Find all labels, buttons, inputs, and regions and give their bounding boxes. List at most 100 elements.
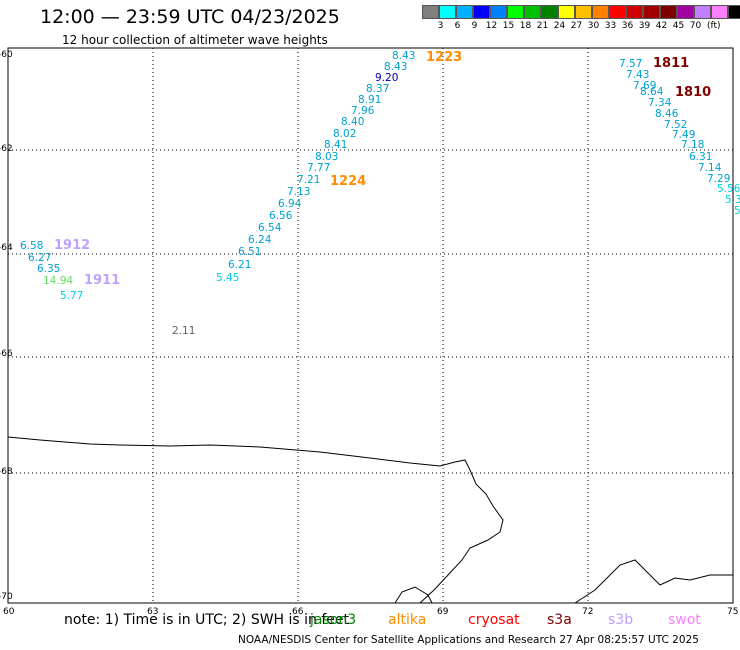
coastline-east [574,559,733,604]
legend-label: 33 [604,21,617,31]
wave-height-value: 6.56 [269,210,293,222]
wave-height-value: 6.94 [278,198,302,210]
legend-swatch [490,5,507,19]
legend-swatch [439,5,456,19]
wave-height-value: 7.57 [619,58,642,70]
legend-swatch [524,5,541,19]
wave-height-value: 6.54 [258,222,282,234]
legend-swatch [626,5,643,19]
lon-label: 69 [437,607,449,617]
legend-label: 21 [536,21,549,31]
legend-swatch [643,5,660,19]
lat-label: -64 [0,243,13,253]
satellite-name-jason3: jason3 [310,612,357,628]
wave-height-value: 7.77 [307,162,330,174]
wave-height-value: 8.40 [341,116,364,128]
legend-label: 45 [672,21,685,31]
satellite-name-s3b: s3b [608,612,634,628]
wave-height-value: 14.94 [43,275,73,287]
wave-height-value: 8.64 [640,86,664,98]
wave-height-value: 7.52 [664,119,687,131]
satellite-name-altika: altika [388,612,427,628]
wave-height-value: 7.34 [648,97,672,109]
legend-swatch [558,5,575,19]
wave-height-value: 7.21 [297,174,320,186]
satellite-name-s3a: s3a [547,612,572,628]
map-title: 12:00 — 23:59 UTC 04/23/2025 [40,6,340,28]
lon-label: 60 [3,607,15,617]
wave-height-value: 5.3 [725,194,740,206]
legend-label: 42 [655,21,668,31]
legend-label: 36 [621,21,634,31]
legend-label: 39 [638,21,651,31]
legend-swatch [541,5,558,19]
legend-swatch [660,5,677,19]
wave-height-value: 9.20 [375,72,398,84]
legend-label: 15 [502,21,515,31]
wave-height-value: 8.91 [358,94,381,106]
wave-height-value: 6.58 [20,240,43,252]
satellite-name-swot: swot [668,612,701,628]
pass-time-label: 1224 [330,174,366,189]
wave-height-value: 7.18 [681,139,704,151]
wave-height-value: 2.11 [172,325,195,337]
wave-height-value: 6.24 [248,234,272,246]
legend-swatch [609,5,626,19]
footer-credit: NOAA/NESDIS Center for Satellite Applica… [238,634,699,646]
legend-label: 24 [553,21,566,31]
wave-height-value: 7.13 [287,186,310,198]
legend-label: 18 [519,21,532,31]
lat-label: -66 [0,349,13,359]
satellite-name-cryosat: cryosat [468,612,520,628]
lat-label: -62 [0,144,13,154]
pass-time-label: 1811 [653,56,689,71]
legend-unit: (ft) [707,21,721,31]
legend-label: 6 [454,21,461,31]
legend-label: 12 [485,21,498,31]
lon-label: 63 [147,607,158,617]
wave-height-value: 8.43 [384,61,407,73]
wave-height-value: 6.21 [228,259,251,271]
wave-height-value: 6.35 [37,263,60,275]
legend-swatch [456,5,473,19]
coastline-inlet [394,586,433,604]
lat-label: -70 [0,592,13,602]
wave-height-value: 8.43 [392,50,415,62]
legend-swatch [592,5,609,19]
legend-swatch [711,5,728,19]
legend-swatch [507,5,524,19]
legend-swatch [473,5,490,19]
legend-label: 30 [587,21,600,31]
wave-height-value: 5 [734,205,740,217]
wave-height-value: 8.37 [366,83,389,95]
wave-height-value: 7.69 [633,80,656,92]
legend-swatch [575,5,592,19]
legend-labels: 3 6 9 12 15 18 21 24 27 30 33 36 39 42 45 70 [432,21,704,31]
map-frame [7,47,734,604]
wave-height-value: 7.96 [351,105,375,117]
lat-label: -60 [0,50,13,60]
lon-label: 66 [292,607,304,617]
legend-swatch [422,5,439,19]
wave-height-value: 7.43 [626,69,649,81]
wave-height-value: 5.45 [216,272,239,284]
legend-swatch [677,5,694,19]
wave-height-value: 6.27 [28,252,51,264]
wave-height-value: 8.02 [333,128,356,140]
legend-label: 9 [471,21,478,31]
wave-height-value: 5.77 [60,290,83,302]
wave-height-value: 6.31 [689,151,712,163]
wave-height-value: 6.51 [238,246,261,258]
lon-label: 75 [727,607,738,617]
wave-height-value: 8.46 [655,108,679,120]
legend-swatch [728,5,740,19]
coastline [7,436,504,604]
wave-height-value: 7.14 [698,162,722,174]
legend-label: 70 [689,21,702,31]
pass-time-label: 1911 [84,273,120,288]
lat-label: -68 [0,467,13,477]
pass-time-label: 1810 [675,85,711,100]
legend-label: 27 [570,21,583,31]
pass-time-label: 1223 [426,50,462,65]
